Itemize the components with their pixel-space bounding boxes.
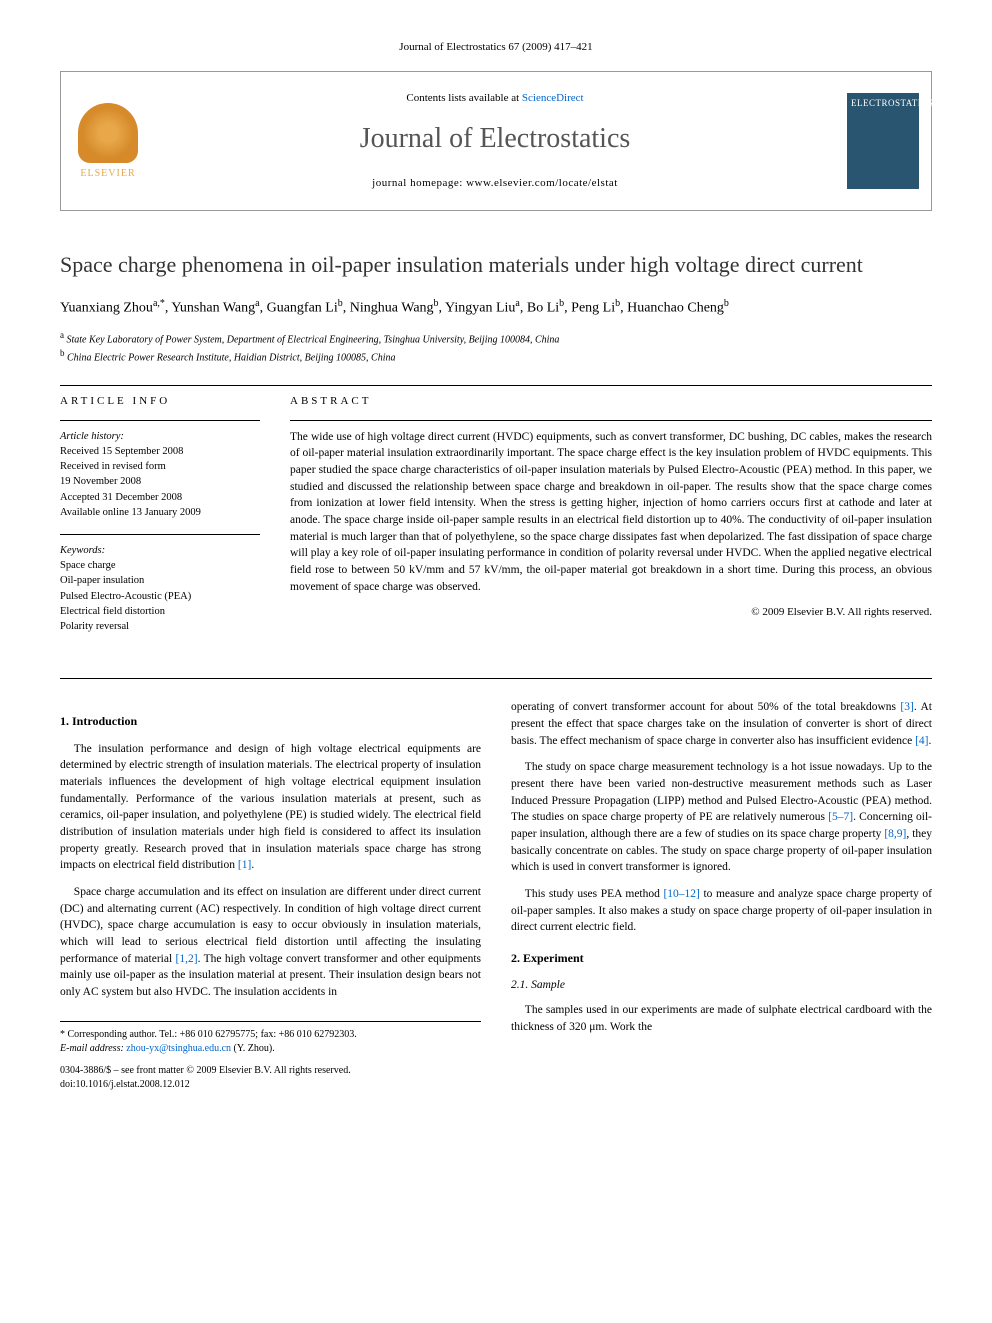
ref-link-8-9[interactable]: [8,9] <box>884 828 906 840</box>
journal-header-box: ELSEVIER Contents lists available at Sci… <box>60 71 932 211</box>
col2-p3a: This study uses PEA method <box>525 888 664 900</box>
author-affiliation-sup: a <box>255 298 259 309</box>
keywords-label: Keywords: <box>60 545 105 556</box>
contents-prefix: Contents lists available at <box>406 92 521 104</box>
section-1-heading: 1. Introduction <box>60 713 481 730</box>
elsevier-logo: ELSEVIER <box>73 101 143 181</box>
keyword: Electrical field distortion <box>60 606 165 617</box>
cover-title: ELECTROSTATICS <box>851 97 915 110</box>
ref-link-4[interactable]: [4] <box>915 735 928 747</box>
homepage-url[interactable]: www.elsevier.com/locate/elstat <box>466 177 618 189</box>
corresponding-email-line: E-mail address: zhou-yx@tsinghua.edu.cn … <box>60 1042 481 1056</box>
info-divider-2 <box>60 534 260 535</box>
homepage-prefix: journal homepage: <box>372 177 466 189</box>
history-label: Article history: <box>60 431 124 442</box>
abstract-label: ABSTRACT <box>290 394 932 409</box>
author-name: Yunshan Wang <box>171 301 255 316</box>
keyword: Space charge <box>60 560 115 571</box>
author-affiliation-sup: b <box>724 298 729 309</box>
keyword: Oil-paper insulation <box>60 575 144 586</box>
article-info-column: ARTICLE INFO Article history: Received 1… <box>60 394 260 648</box>
intro-p1-end: . <box>251 859 254 871</box>
divider-bottom <box>60 678 932 679</box>
keyword: Pulsed Electro-Acoustic (PEA) <box>60 591 191 602</box>
section-2-heading: 2. Experiment <box>511 950 932 967</box>
contents-line: Contents lists available at ScienceDirec… <box>143 91 847 106</box>
ref-link-1[interactable]: [1] <box>238 859 251 871</box>
history-line: 19 November 2008 <box>60 476 141 487</box>
email-link[interactable]: zhou-yx@tsinghua.edu.cn <box>126 1043 231 1054</box>
info-abstract-row: ARTICLE INFO Article history: Received 1… <box>60 394 932 648</box>
keyword: Polarity reversal <box>60 621 129 632</box>
elsevier-tree-icon <box>78 103 138 163</box>
section-2-1-heading: 2.1. Sample <box>511 977 932 994</box>
article-info-label: ARTICLE INFO <box>60 394 260 409</box>
journal-cover-thumbnail: ELECTROSTATICS <box>847 93 919 189</box>
author-affiliation-sup: b <box>615 298 620 309</box>
corresponding-tel: * Corresponding author. Tel.: +86 010 62… <box>60 1028 481 1042</box>
intro-paragraph-2: Space charge accumulation and its effect… <box>60 884 481 1001</box>
journal-title: Journal of Electrostatics <box>143 119 847 158</box>
corresponding-author-footnote: * Corresponding author. Tel.: +86 010 62… <box>60 1021 481 1056</box>
affiliation-line: b China Electric Power Research Institut… <box>60 347 932 365</box>
abstract-text: The wide use of high voltage direct curr… <box>290 429 932 596</box>
ref-link-12[interactable]: [1,2] <box>176 953 198 965</box>
elsevier-label: ELSEVIER <box>80 167 135 181</box>
author-name: Bo Li <box>527 301 559 316</box>
author-name: Guangfan Li <box>267 301 338 316</box>
author-name: Huanchao Cheng <box>627 301 724 316</box>
left-column: 1. Introduction The insulation performan… <box>60 699 481 1092</box>
affiliations: a State Key Laboratory of Power System, … <box>60 329 932 366</box>
abstract-divider <box>290 420 932 421</box>
divider-top <box>60 385 932 386</box>
abstract-column: ABSTRACT The wide use of high voltage di… <box>290 394 932 648</box>
history-line: Received 15 September 2008 <box>60 446 183 457</box>
affiliation-line: a State Key Laboratory of Power System, … <box>60 329 932 347</box>
article-title: Space charge phenomena in oil-paper insu… <box>60 251 932 280</box>
col2-paragraph-1: operating of convert transformer account… <box>511 699 932 749</box>
history-line: Accepted 31 December 2008 <box>60 492 182 503</box>
doi-line: doi:10.1016/j.elstat.2008.12.012 <box>60 1078 481 1093</box>
ref-link-3[interactable]: [3] <box>900 701 913 713</box>
homepage-line: journal homepage: www.elsevier.com/locat… <box>143 176 847 191</box>
issn-line: 0304-3886/$ – see front matter © 2009 El… <box>60 1064 481 1079</box>
author-list: Yuanxiang Zhoua,*, Yunshan Wanga, Guangf… <box>60 296 932 319</box>
history-line: Available online 13 January 2009 <box>60 507 201 518</box>
author-affiliation-sup: a <box>515 298 519 309</box>
col2-paragraph-3: This study uses PEA method [10–12] to me… <box>511 886 932 936</box>
ref-link-10-12[interactable]: [10–12] <box>663 888 699 900</box>
info-divider <box>60 420 260 421</box>
author-name: Yingyan Liu <box>445 301 515 316</box>
author-affiliation-sup: b <box>434 298 439 309</box>
author-affiliation-sup: a,* <box>153 298 165 309</box>
footer-copyright: 0304-3886/$ – see front matter © 2009 El… <box>60 1064 481 1093</box>
author-affiliation-sup: b <box>338 298 343 309</box>
author-affiliation-sup: b <box>559 298 564 309</box>
col2-p1a: operating of convert transformer account… <box>511 701 900 713</box>
email-who: (Y. Zhou). <box>231 1043 275 1054</box>
author-name: Ninghua Wang <box>350 301 434 316</box>
ref-link-5-7[interactable]: [5–7] <box>828 811 853 823</box>
body-columns: 1. Introduction The insulation performan… <box>60 699 932 1092</box>
sample-paragraph: The samples used in our experiments are … <box>511 1002 932 1035</box>
col2-p1c: . <box>928 735 931 747</box>
intro-paragraph-1: The insulation performance and design of… <box>60 741 481 874</box>
article-history: Article history: Received 15 September 2… <box>60 429 260 520</box>
journal-citation: Journal of Electrostatics 67 (2009) 417–… <box>60 40 932 55</box>
right-column: operating of convert transformer account… <box>511 699 932 1092</box>
keywords-block: Keywords: Space charge Oil-paper insulati… <box>60 543 260 634</box>
abstract-copyright: © 2009 Elsevier B.V. All rights reserved… <box>290 605 932 620</box>
intro-p1-text: The insulation performance and design of… <box>60 743 481 872</box>
author-name: Peng Li <box>571 301 615 316</box>
sciencedirect-link[interactable]: ScienceDirect <box>522 92 584 104</box>
email-label: E-mail address: <box>60 1043 126 1054</box>
col2-paragraph-2: The study on space charge measurement te… <box>511 759 932 876</box>
author-name: Yuanxiang Zhou <box>60 301 153 316</box>
journal-center-block: Contents lists available at ScienceDirec… <box>143 91 847 191</box>
history-line: Received in revised form <box>60 461 166 472</box>
